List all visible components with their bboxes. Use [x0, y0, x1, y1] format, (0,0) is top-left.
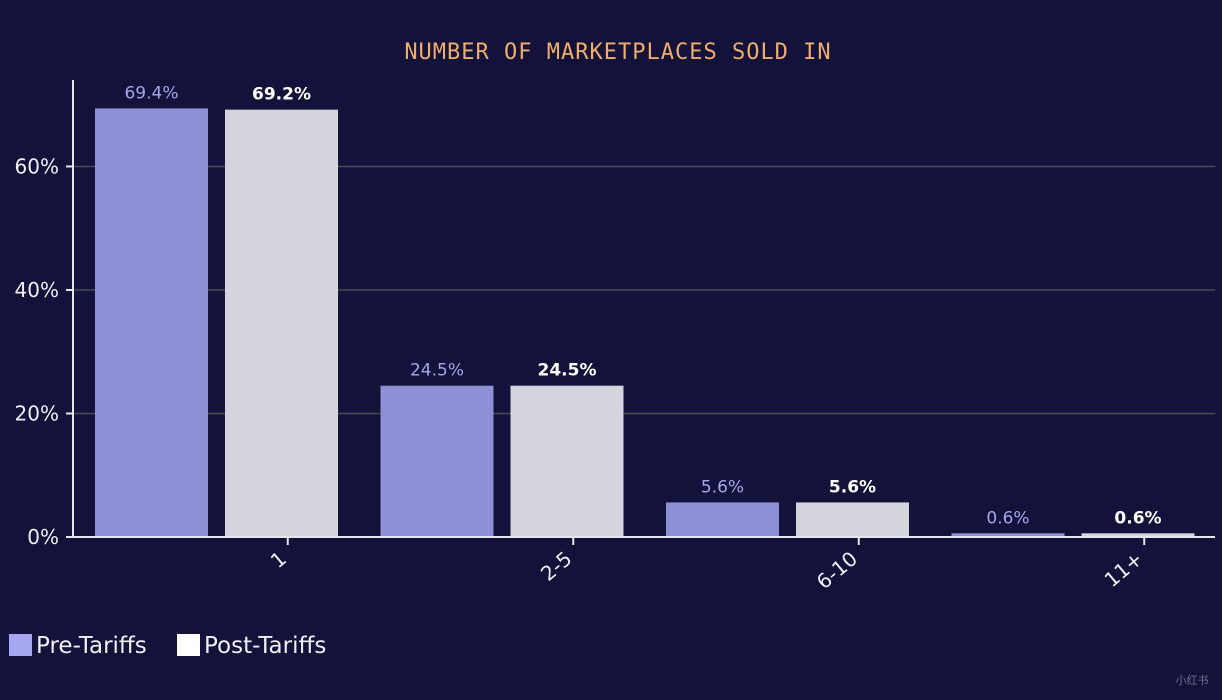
y-tick-label: 0% — [27, 525, 59, 549]
x-axis: 1 2-5 6-10 11+ — [66, 536, 1215, 594]
data-label: 5.6% — [701, 477, 744, 497]
x-tick-label: 1 — [266, 546, 291, 573]
x-tick-label: 2-5 — [536, 546, 576, 585]
y-axis: 0% 20% 40% 60% — [15, 80, 74, 549]
legend-label: Pre-Tariffs — [36, 633, 147, 659]
data-label: 0.6% — [1114, 508, 1161, 528]
data-label: 24.5% — [538, 361, 597, 381]
x-tick-label: 6-10 — [812, 546, 862, 594]
data-label: 0.6% — [986, 508, 1029, 528]
bar-post-tariffs-6-10 — [796, 502, 909, 537]
data-label: 24.5% — [410, 361, 464, 381]
bar-pre-tariffs-11+ — [951, 533, 1065, 537]
bar-pre-tariffs-1 — [95, 108, 208, 537]
legend-swatch — [9, 634, 32, 656]
bars — [95, 108, 1195, 537]
y-tick-label: 40% — [15, 278, 59, 302]
bar-post-tariffs-1 — [225, 109, 338, 537]
bar-post-tariffs-2-5 — [510, 385, 624, 537]
y-tick-label: 20% — [15, 401, 59, 425]
bar-pre-tariffs-2-5 — [380, 385, 494, 537]
legend-label: Post-Tariffs — [204, 633, 326, 659]
bar-post-tariffs-11+ — [1081, 533, 1195, 537]
legend-swatch — [177, 634, 200, 656]
data-label: 69.4% — [124, 83, 178, 103]
chart-title: NUMBER OF MARKETPLACES SOLD IN — [404, 40, 831, 65]
y-tick-label: 60% — [15, 154, 59, 178]
data-labels: 69.4% 69.2% 24.5% 24.5% 5.6% 5.6% 0.6% 0.6% — [124, 83, 1161, 528]
data-label: 69.2% — [252, 85, 311, 105]
x-tick-label: 11+ — [1100, 546, 1148, 592]
bar-pre-tariffs-6-10 — [666, 502, 779, 537]
legend: Pre-Tariffs Post-Tariffs — [9, 633, 326, 659]
watermark: 小红书 — [1176, 674, 1209, 687]
data-label: 5.6% — [829, 477, 876, 497]
